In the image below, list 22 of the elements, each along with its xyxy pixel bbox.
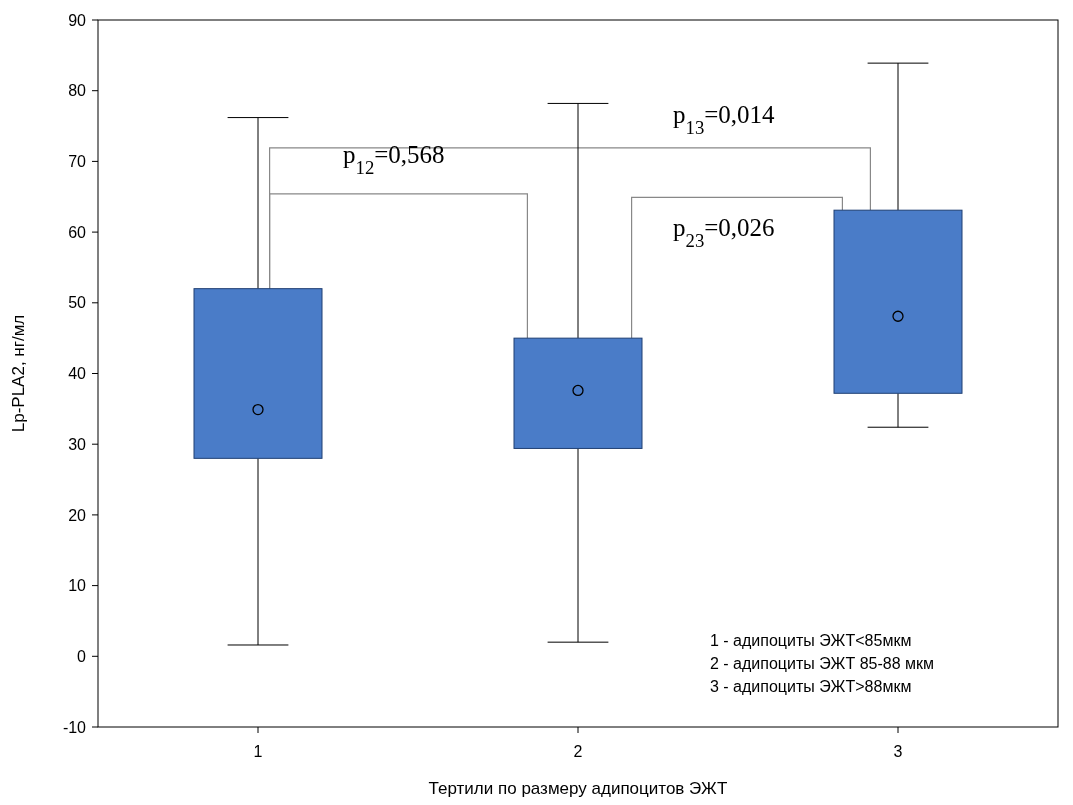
y-tick-label: 50	[68, 294, 87, 312]
annotation: p$_{13}$=0,014	[673, 100, 776, 138]
y-axis-title: Lp-PLA2, нг/мл	[9, 314, 28, 433]
y-tick-label: 20	[68, 506, 87, 524]
y-tick-label: 30	[68, 435, 87, 453]
annotation: 2 - адипоциты ЭЖТ 85-88 мкм	[710, 654, 935, 672]
y-tick-label: 0	[77, 647, 87, 665]
y-tick-label: 10	[68, 577, 87, 595]
annotation: 3 - адипоциты ЭЖТ>88мкм	[710, 677, 912, 695]
y-tick-label: 60	[68, 223, 87, 241]
annotation: p$_{12}$=0,568	[343, 140, 445, 178]
x-tick-label: 3	[893, 743, 903, 760]
y-tick-label: -10	[62, 718, 87, 736]
y-tick-label: 80	[68, 82, 87, 100]
y-tick-label: 90	[68, 11, 87, 29]
x-axis-title: Тертили по размеру адипоцитов ЭЖТ	[428, 779, 728, 798]
annotation: p$_{23}$=0,026	[673, 214, 775, 251]
x-tick-label: 1	[253, 743, 263, 760]
annotation: 1 - адипоциты ЭЖТ<85мкм	[710, 631, 912, 649]
y-tick-label: 70	[68, 153, 87, 170]
x-tick-label: 2	[573, 743, 583, 760]
y-tick-label: 40	[68, 365, 87, 383]
